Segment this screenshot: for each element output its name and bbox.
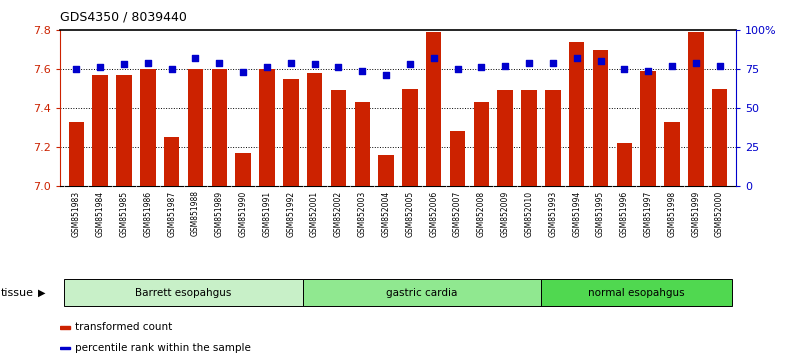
Bar [426, 32, 442, 186]
Text: GSM852009: GSM852009 [501, 190, 509, 237]
Bar [307, 73, 322, 186]
Text: GSM851988: GSM851988 [191, 190, 200, 236]
Text: GSM852001: GSM852001 [310, 190, 319, 236]
Point [94, 65, 107, 70]
Text: transformed count: transformed count [75, 322, 172, 332]
Text: ▶: ▶ [38, 288, 45, 298]
Text: GDS4350 / 8039440: GDS4350 / 8039440 [60, 10, 186, 23]
Text: GSM851985: GSM851985 [119, 190, 128, 236]
Bar [92, 75, 108, 186]
Bar [236, 153, 251, 186]
Point [713, 63, 726, 69]
Bar [617, 143, 632, 186]
Text: GSM851989: GSM851989 [215, 190, 224, 236]
Point [427, 55, 440, 61]
Text: GSM851999: GSM851999 [691, 190, 700, 237]
Text: GSM852003: GSM852003 [357, 190, 367, 237]
Text: GSM852010: GSM852010 [525, 190, 533, 236]
Point [380, 73, 392, 78]
Text: GSM852004: GSM852004 [381, 190, 391, 237]
Point [475, 65, 488, 70]
Text: tissue: tissue [1, 288, 33, 298]
Text: GSM851994: GSM851994 [572, 190, 581, 237]
Text: GSM852002: GSM852002 [334, 190, 343, 236]
Text: normal esopahgus: normal esopahgus [588, 288, 685, 298]
Bar [354, 102, 370, 186]
Bar [140, 69, 155, 186]
Text: GSM851992: GSM851992 [287, 190, 295, 236]
Text: GSM851987: GSM851987 [167, 190, 176, 236]
Bar [498, 91, 513, 186]
Bar [641, 71, 656, 186]
Text: GSM851993: GSM851993 [548, 190, 557, 237]
Text: GSM852005: GSM852005 [405, 190, 415, 237]
Point [594, 58, 607, 64]
Bar [545, 91, 560, 186]
Bar [569, 42, 584, 186]
Text: GSM851995: GSM851995 [596, 190, 605, 237]
Point [451, 66, 464, 72]
Point [499, 63, 512, 69]
Point [665, 63, 678, 69]
Bar [60, 347, 70, 349]
Text: GSM851984: GSM851984 [96, 190, 105, 236]
Point [118, 62, 131, 67]
Bar [164, 137, 179, 186]
Point [356, 68, 369, 73]
Point [213, 60, 226, 65]
Text: GSM852006: GSM852006 [429, 190, 439, 237]
Text: GSM851983: GSM851983 [72, 190, 81, 236]
Bar [688, 32, 704, 186]
Point [404, 62, 416, 67]
Bar [712, 88, 728, 186]
Bar [378, 155, 394, 186]
Point [260, 65, 273, 70]
Bar [283, 79, 298, 186]
Point [547, 60, 560, 65]
Bar [68, 122, 84, 186]
Text: GSM852000: GSM852000 [715, 190, 724, 237]
Bar [64, 279, 302, 307]
Bar [330, 91, 346, 186]
Point [166, 66, 178, 72]
Bar [259, 69, 275, 186]
Text: GSM851991: GSM851991 [263, 190, 271, 236]
Point [642, 68, 654, 73]
Point [618, 66, 630, 72]
Point [142, 60, 154, 65]
Bar [450, 131, 466, 186]
Text: gastric cardia: gastric cardia [386, 288, 458, 298]
Bar [188, 69, 203, 186]
Text: Barrett esopahgus: Barrett esopahgus [135, 288, 232, 298]
Bar [521, 91, 537, 186]
Bar [474, 102, 489, 186]
Text: GSM852008: GSM852008 [477, 190, 486, 236]
Bar [60, 326, 70, 329]
Text: GSM851997: GSM851997 [644, 190, 653, 237]
Point [236, 69, 249, 75]
Bar [541, 279, 732, 307]
Text: percentile rank within the sample: percentile rank within the sample [75, 343, 251, 353]
Point [570, 55, 583, 61]
Point [284, 60, 297, 65]
Point [523, 60, 536, 65]
Text: GSM851998: GSM851998 [668, 190, 677, 236]
Bar [302, 279, 541, 307]
Bar [664, 122, 680, 186]
Bar [402, 88, 418, 186]
Text: GSM851986: GSM851986 [143, 190, 152, 236]
Bar [212, 69, 227, 186]
Bar [593, 50, 608, 186]
Text: GSM851996: GSM851996 [620, 190, 629, 237]
Point [308, 62, 321, 67]
Text: GSM851990: GSM851990 [239, 190, 248, 237]
Bar [116, 75, 132, 186]
Point [189, 55, 202, 61]
Point [689, 60, 702, 65]
Point [70, 66, 83, 72]
Text: GSM852007: GSM852007 [453, 190, 462, 237]
Point [332, 65, 345, 70]
